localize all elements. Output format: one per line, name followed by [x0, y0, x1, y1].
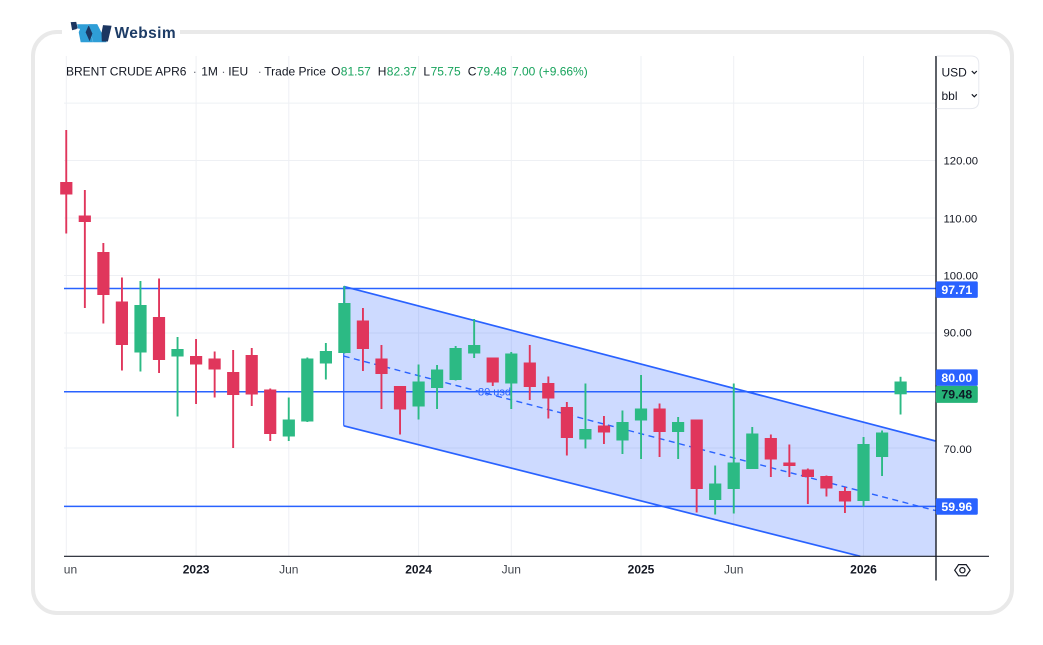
svg-text:82.37: 82.37 — [387, 65, 417, 79]
svg-text:·: · — [258, 65, 262, 79]
svg-text:un: un — [64, 563, 77, 577]
svg-text:79.48: 79.48 — [941, 388, 972, 402]
svg-text:70.00: 70.00 — [944, 444, 972, 456]
svg-text:2026: 2026 — [850, 563, 877, 577]
svg-text:IEU: IEU — [228, 65, 248, 79]
svg-text:81.57: 81.57 — [341, 65, 371, 79]
svg-text:Jun: Jun — [724, 563, 743, 577]
svg-text:O: O — [331, 65, 340, 79]
svg-text:90.00: 90.00 — [944, 328, 972, 340]
svg-text:Trade Price: Trade Price — [264, 65, 326, 79]
svg-text:H: H — [378, 65, 387, 79]
svg-text:C: C — [468, 65, 477, 79]
svg-text:L: L — [423, 65, 430, 79]
svg-text:2023: 2023 — [183, 563, 210, 577]
svg-text:2024: 2024 — [405, 563, 432, 577]
svg-text:bbl: bbl — [942, 89, 958, 103]
svg-text:80 usd: 80 usd — [478, 386, 511, 398]
svg-text:100.00: 100.00 — [944, 271, 979, 283]
svg-text:Jun: Jun — [502, 563, 521, 577]
svg-text:79.48: 79.48 — [477, 65, 507, 79]
svg-text:2025: 2025 — [628, 563, 655, 577]
svg-text:110.00: 110.00 — [944, 213, 978, 225]
svg-text:7.00 (+9.66%): 7.00 (+9.66%) — [512, 65, 588, 79]
svg-text:59.96: 59.96 — [941, 500, 972, 514]
svg-text:USD: USD — [942, 66, 968, 80]
svg-text:97.71: 97.71 — [941, 283, 972, 297]
svg-text:·: · — [193, 65, 197, 79]
svg-text:80.00: 80.00 — [941, 371, 972, 385]
svg-text:1M: 1M — [201, 65, 218, 79]
svg-text:BRENT CRUDE APR6: BRENT CRUDE APR6 — [66, 65, 187, 79]
svg-text:120.00: 120.00 — [944, 155, 979, 167]
svg-text:Jun: Jun — [279, 563, 298, 577]
svg-text:75.75: 75.75 — [431, 65, 461, 79]
svg-text:·: · — [222, 65, 226, 79]
